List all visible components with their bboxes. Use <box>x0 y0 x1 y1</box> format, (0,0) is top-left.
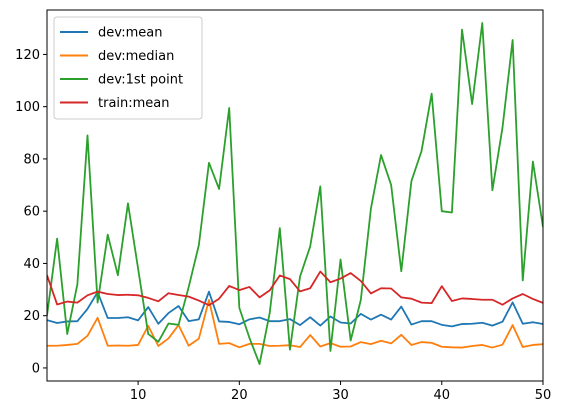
axes-frame <box>46 9 544 382</box>
y-tick-label: 80 <box>23 152 40 167</box>
legend-box <box>53 16 203 120</box>
series-line-2 <box>47 22 543 365</box>
y-tick-label: 100 <box>15 100 40 115</box>
x-tick-label: 10 <box>130 388 147 403</box>
legend-label: dev:median <box>98 49 174 64</box>
series-line-3 <box>47 270 543 307</box>
plot-area <box>47 22 543 365</box>
y-tick-label: 60 <box>23 205 40 220</box>
legend-label: train:mean <box>98 96 170 111</box>
x-tick-label: 30 <box>332 388 349 403</box>
y-tick-label: 0 <box>32 361 40 376</box>
x-tick-label: 50 <box>535 388 552 403</box>
series-line-0 <box>47 290 543 328</box>
y-tick-label: 120 <box>15 48 40 63</box>
legend: dev:mean dev:median dev:1st point train:mea… <box>53 16 203 120</box>
x-tick-label: 20 <box>231 388 248 403</box>
series-line-1 <box>47 299 543 349</box>
y-tick-label: 20 <box>23 309 40 324</box>
x-tick-label: 40 <box>434 388 451 403</box>
legend-label: dev:1st point <box>98 73 183 88</box>
legend-label: dev:mean <box>98 26 162 41</box>
y-tick-label: 40 <box>23 257 40 272</box>
axes: 10 20 30 40 50 0 20 40 60 80 100 120 <box>15 9 552 403</box>
